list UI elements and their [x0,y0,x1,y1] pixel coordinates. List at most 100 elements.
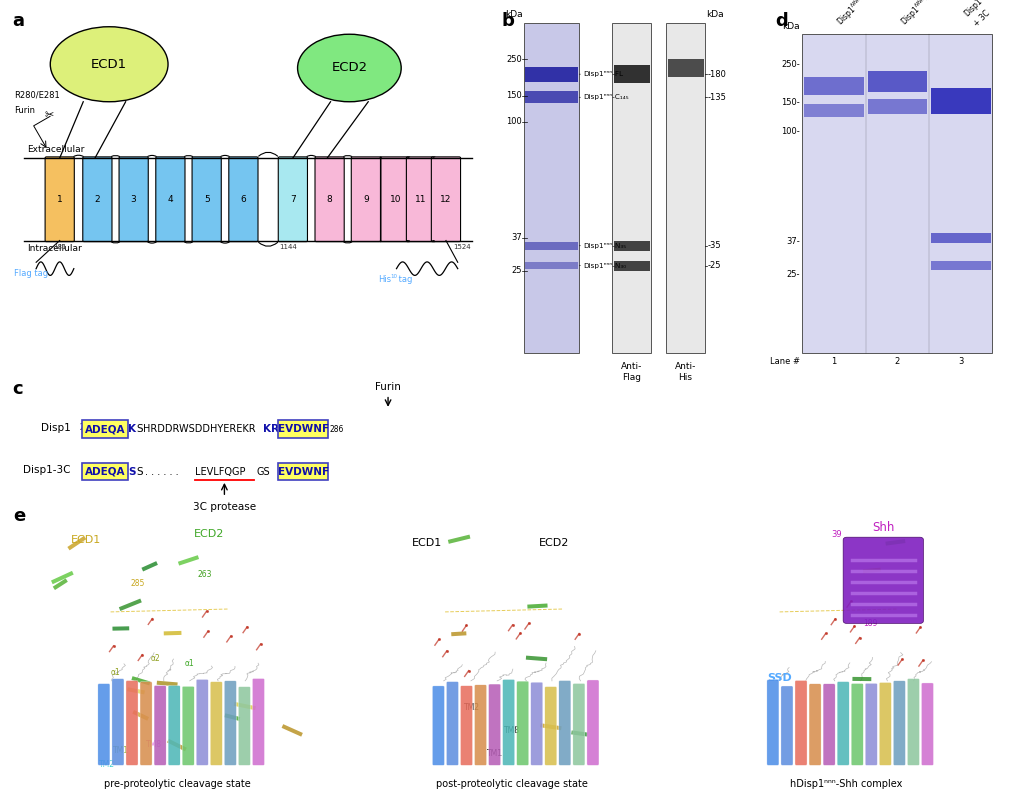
FancyBboxPatch shape [210,681,222,765]
FancyBboxPatch shape [98,684,110,765]
Bar [302,421,317,433]
FancyBboxPatch shape [838,681,849,765]
Text: R280/E281: R280/E281 [14,91,59,100]
Bar [68,536,86,551]
Text: 3: 3 [131,195,136,203]
Bar [318,472,334,483]
Text: Disp1ⁿⁿⁿ-FL: Disp1ⁿⁿⁿ-FL [580,71,624,77]
Text: S: S [136,467,143,476]
Bar [53,579,68,590]
Text: -135: -135 [708,93,727,101]
FancyBboxPatch shape [488,684,501,765]
Bar [141,561,158,571]
Text: ECD2: ECD2 [195,529,224,539]
Text: LEVLFQGP: LEVLFQGP [195,467,246,476]
Text: -25: -25 [708,261,721,270]
FancyBboxPatch shape [767,680,779,765]
FancyBboxPatch shape [228,157,258,242]
Bar [537,172,556,190]
Bar [804,77,864,95]
Text: 1524: 1524 [454,243,471,250]
Text: 37: 37 [511,233,521,242]
Bar [131,676,151,685]
Bar [167,739,186,752]
Bar [540,723,561,730]
Text: 8: 8 [327,195,333,203]
Text: HRDDRWSDDHYEREKR: HRDDRWSDDHYEREKR [143,425,256,434]
Text: 181: 181 [53,243,67,250]
Text: c: c [12,380,23,397]
FancyBboxPatch shape [545,686,557,765]
FancyBboxPatch shape [351,157,381,242]
Bar [931,233,990,243]
FancyBboxPatch shape [843,537,924,623]
Text: 189: 189 [863,619,878,628]
FancyBboxPatch shape [432,686,444,765]
Bar [931,89,990,114]
Text: SSD: SSD [767,673,792,683]
Bar [447,535,470,543]
Text: ECD1: ECD1 [412,538,442,548]
Bar [804,105,864,117]
Bar [132,710,150,721]
Bar [668,59,703,77]
Bar [863,567,881,573]
Text: 100: 100 [506,117,521,127]
Text: -180: -180 [708,69,727,79]
Text: 6: 6 [241,195,247,203]
Text: hDisp1ⁿⁿⁿ-Shh complex: hDisp1ⁿⁿⁿ-Shh complex [791,779,903,789]
Text: S: S [128,467,135,476]
Text: pre-proteolytic cleavage state: pre-proteolytic cleavage state [104,779,251,789]
Text: EVDWNF: EVDWNF [278,425,329,434]
FancyBboxPatch shape [587,680,599,765]
Bar [315,402,337,418]
FancyBboxPatch shape [893,681,905,765]
Text: Disp1$^{NNN}$-3C
+ 3C: Disp1$^{NNN}$-3C + 3C [961,0,1013,29]
FancyBboxPatch shape [154,685,166,765]
Text: kDa: kDa [505,10,522,19]
FancyBboxPatch shape [224,681,237,765]
Bar [613,261,649,271]
Bar [113,626,129,630]
FancyBboxPatch shape [880,682,891,765]
FancyBboxPatch shape [279,421,328,438]
FancyBboxPatch shape [851,684,863,765]
FancyBboxPatch shape [156,157,185,242]
Text: Disp1: Disp1 [41,423,71,433]
Text: 150: 150 [506,91,521,100]
Text: ECD2: ECD2 [539,538,569,548]
Bar [525,656,547,662]
Text: TM2: TM2 [99,760,116,769]
FancyBboxPatch shape [474,685,486,765]
Bar [164,631,181,635]
FancyBboxPatch shape [83,463,128,480]
Text: KR: KR [263,425,280,434]
Text: 9: 9 [362,195,369,203]
Text: 11: 11 [416,195,427,203]
Text: . . . . . .: . . . . . . [144,467,178,476]
Bar [224,713,241,721]
Text: 25: 25 [511,266,521,275]
FancyBboxPatch shape [279,157,307,242]
Bar [527,603,548,609]
FancyBboxPatch shape [530,682,543,765]
Bar [852,677,871,681]
FancyBboxPatch shape [461,685,472,765]
Text: 100-: 100- [781,127,800,136]
FancyBboxPatch shape [517,681,528,765]
Text: α2: α2 [151,654,161,663]
FancyBboxPatch shape [83,421,128,438]
FancyBboxPatch shape [193,157,221,242]
FancyBboxPatch shape [140,681,153,765]
Bar [524,23,580,353]
Bar [157,681,178,686]
FancyBboxPatch shape [279,463,328,480]
Text: K: K [128,425,136,434]
Text: 3C protease: 3C protease [193,502,256,512]
Text: 250: 250 [506,55,521,64]
Text: 10: 10 [390,275,397,279]
Text: ECD1: ECD1 [71,535,100,545]
Text: 286: 286 [329,425,344,434]
FancyBboxPatch shape [239,687,251,765]
Bar [607,188,627,203]
